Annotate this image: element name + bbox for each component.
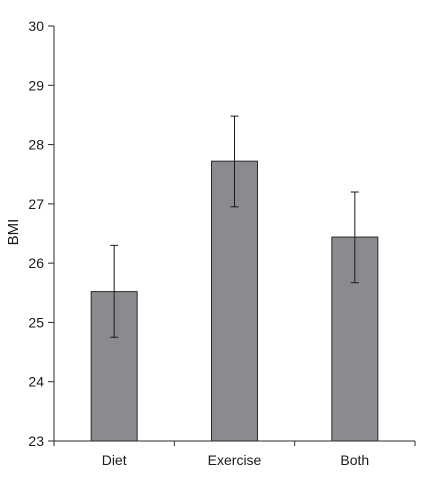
- y-tick-label: 29: [28, 77, 44, 93]
- x-axis: Diet Exercise Both: [53, 440, 416, 468]
- y-tick-label: 24: [28, 374, 44, 390]
- x-tick-label: Both: [340, 452, 369, 468]
- y-tick-label: 23: [28, 433, 44, 449]
- y-tick-label: 25: [28, 314, 44, 330]
- x-tick-label: Exercise: [208, 452, 262, 468]
- y-tick-label: 27: [28, 196, 44, 212]
- x-tick-label: Diet: [102, 452, 127, 468]
- y-tick-label: 26: [28, 255, 44, 271]
- y-axis-label: BMI: [5, 219, 22, 246]
- y-tick-label: 30: [28, 18, 44, 34]
- error-bars: [110, 115, 359, 338]
- y-tick-label: 28: [28, 137, 44, 153]
- bars: [90, 160, 379, 442]
- bar-exercise: [211, 160, 258, 442]
- y-axis: 23 24 25 26 27 28 29 30: [28, 18, 55, 449]
